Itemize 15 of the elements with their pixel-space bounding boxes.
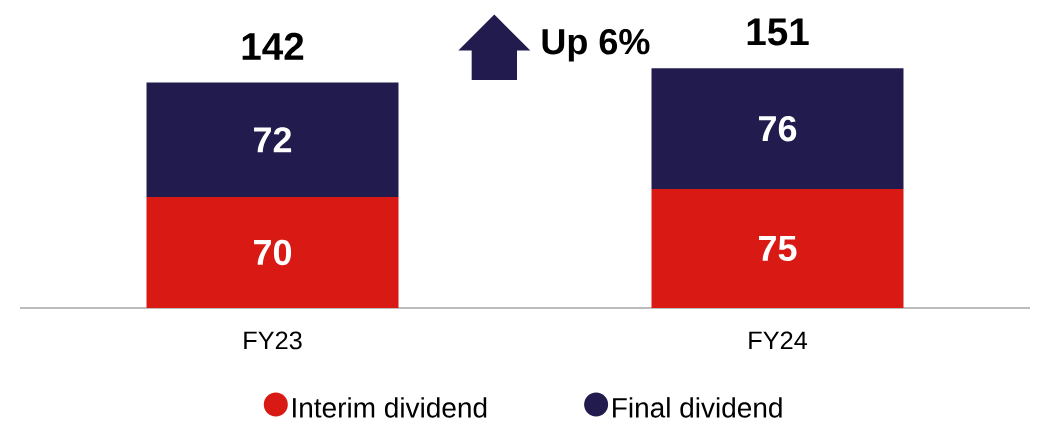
bar [146,196,399,308]
text: Up 6% [542,28,650,62]
total-label: 142 [242,32,304,60]
data-label: 76 [759,115,797,142]
bar [651,68,904,189]
data-label: 72 [254,127,292,153]
bar [651,188,904,308]
data-label: 75 [759,235,797,262]
legend-label: Final dividend [613,397,782,418]
x-tick-label: FY23 [244,331,302,350]
data-label: 70 [254,239,292,266]
total-label: 151 [747,18,809,46]
legend-label: Interim dividend [293,397,487,418]
x-tick-label: FY24 [749,331,808,350]
bar [146,82,399,197]
